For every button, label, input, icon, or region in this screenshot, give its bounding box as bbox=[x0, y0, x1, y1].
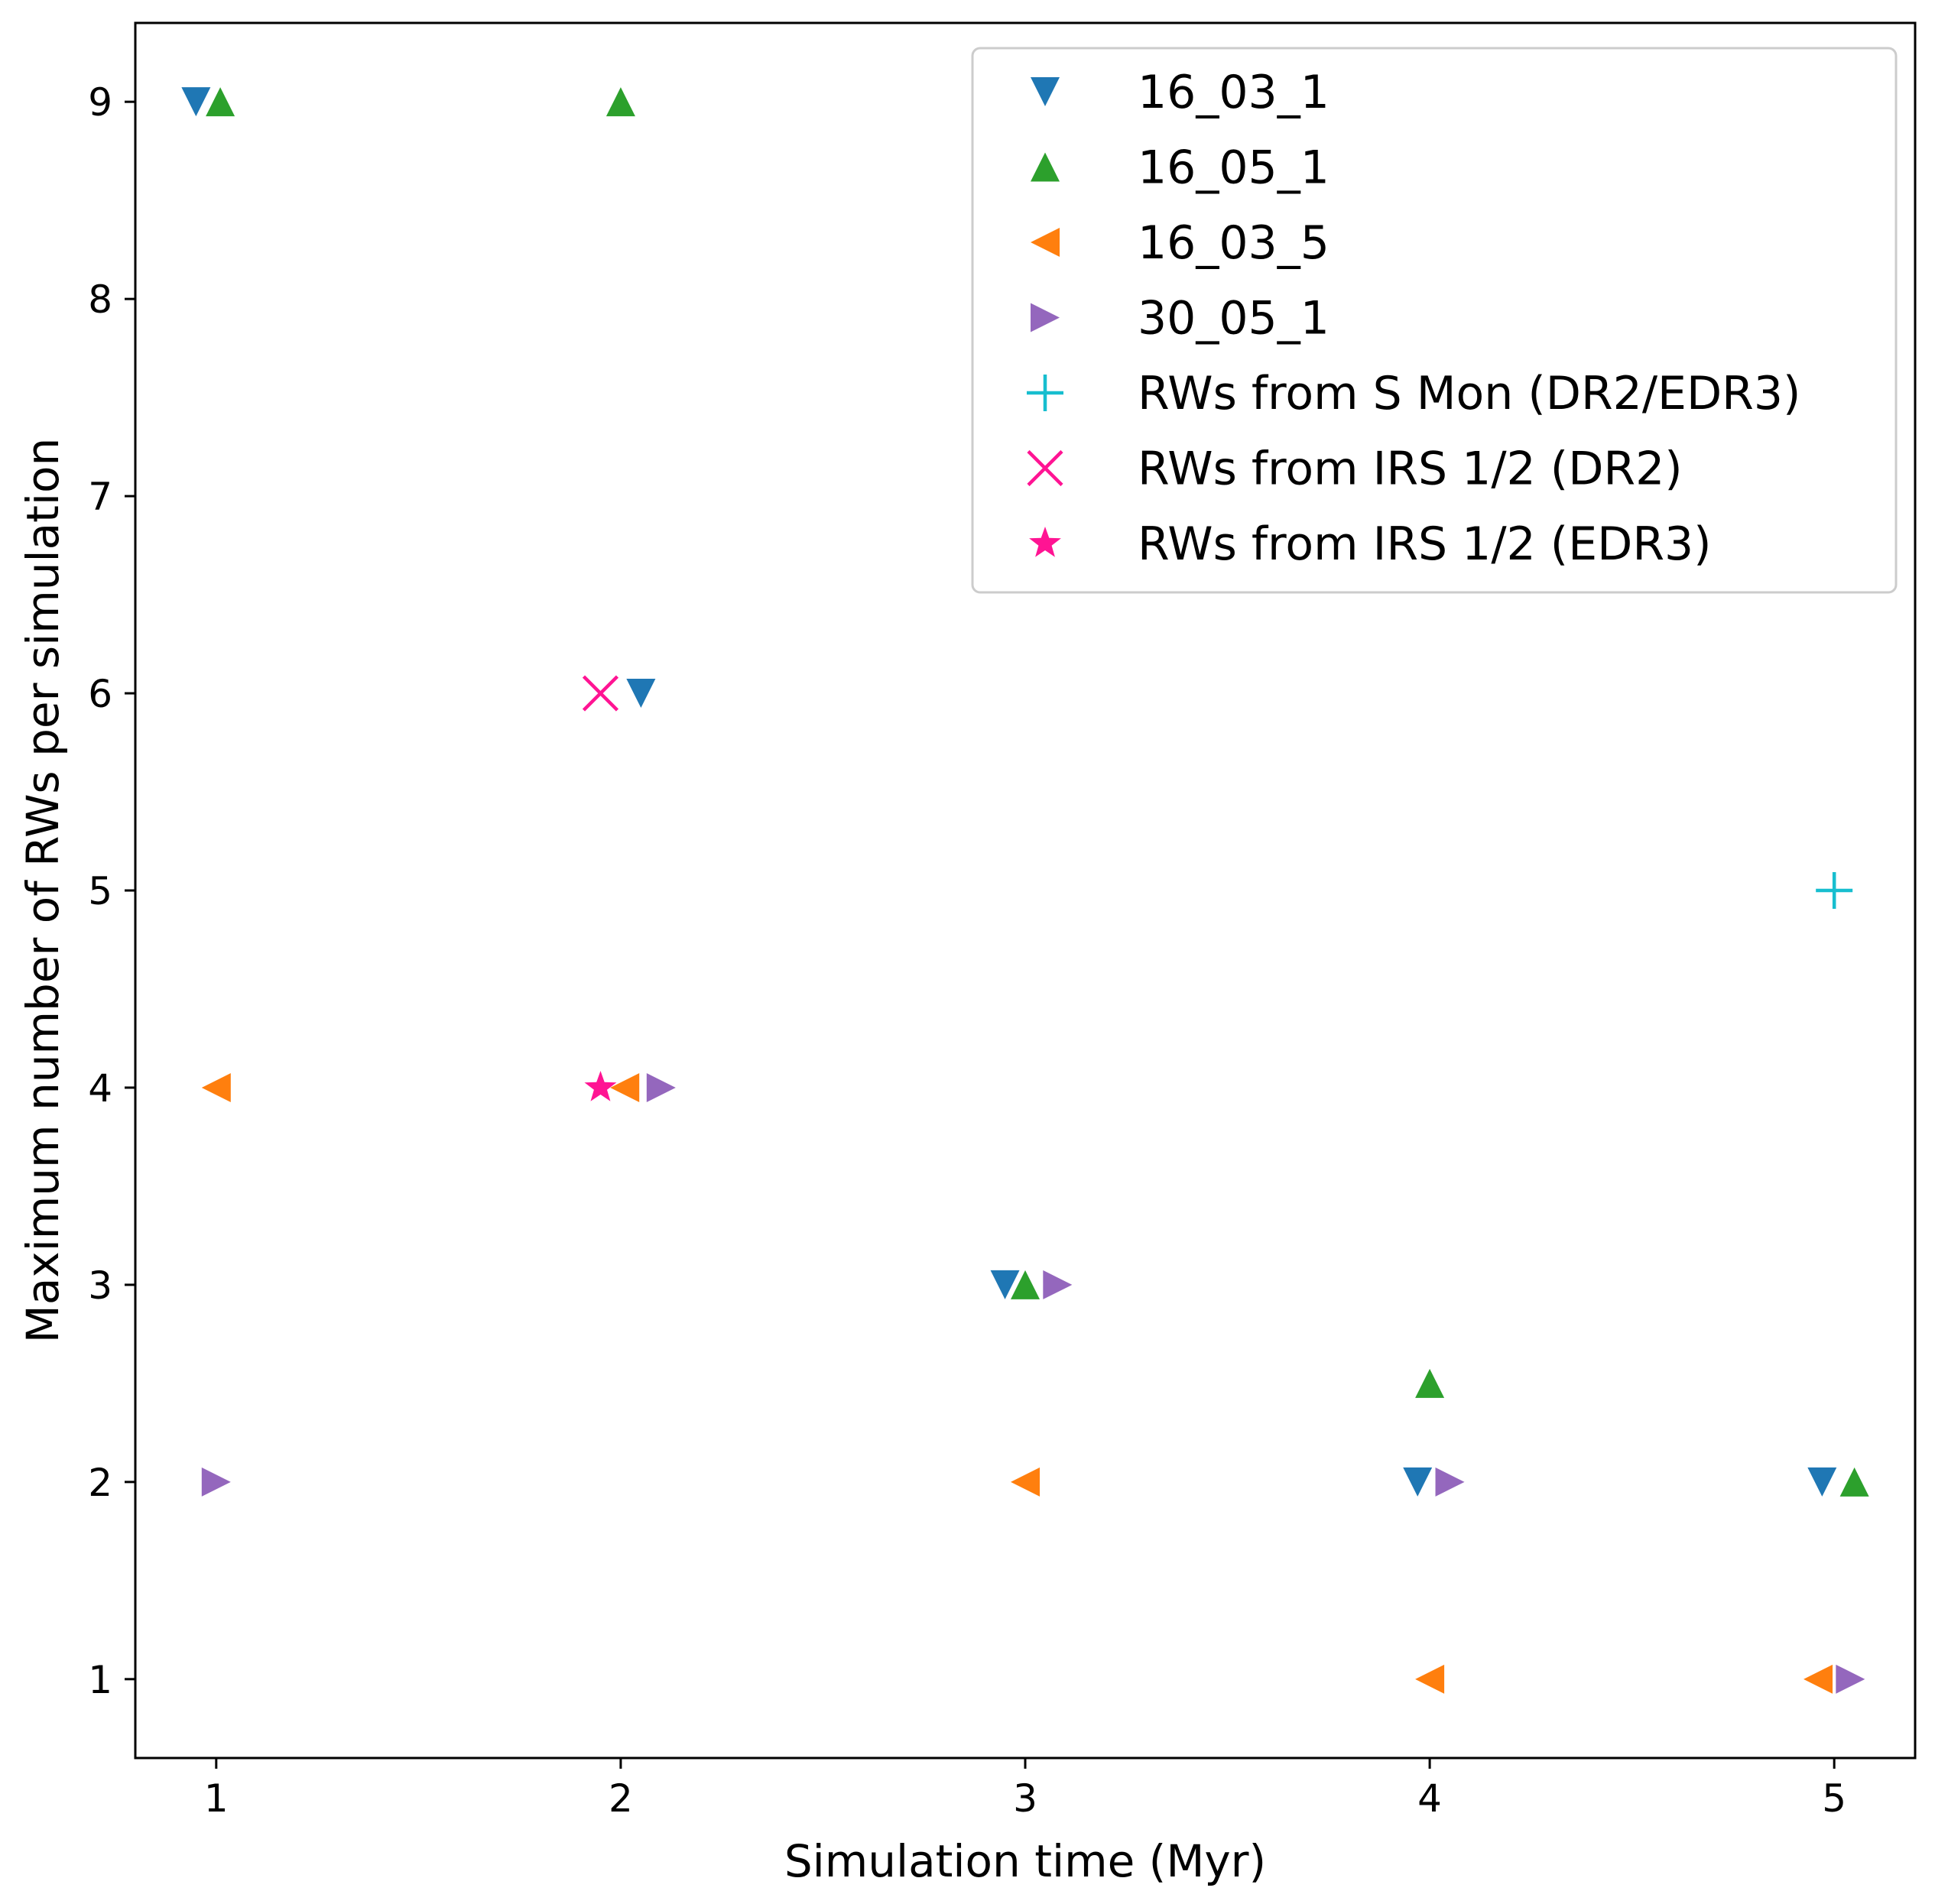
legend-x-marker bbox=[1027, 449, 1063, 487]
data-point-triangle-right-marker bbox=[1836, 1664, 1865, 1694]
data-point-triangle-left-marker bbox=[610, 1072, 640, 1102]
x-tick-label: 2 bbox=[609, 1776, 633, 1821]
data-point-triangle-up-marker bbox=[1415, 1368, 1445, 1398]
x-tick-label: 4 bbox=[1417, 1776, 1442, 1821]
data-point-x-marker bbox=[582, 675, 619, 712]
data-point-triangle-down-marker bbox=[626, 679, 656, 709]
data-point-triangle-left-marker bbox=[1415, 1664, 1445, 1694]
data-point-plus-marker bbox=[1816, 872, 1853, 909]
data-point-triangle-up-marker bbox=[206, 87, 235, 117]
data-point-triangle-right-marker bbox=[646, 1072, 676, 1102]
legend: 16_03_1 16_05_1 16_03_5 30_05_1 RWs from S M… bbox=[971, 47, 1898, 594]
x-tick-label: 3 bbox=[1013, 1776, 1037, 1821]
data-point-triangle-down-marker bbox=[181, 87, 211, 117]
y-tick-label: 6 bbox=[88, 672, 112, 716]
y-tick-label: 3 bbox=[88, 1263, 112, 1308]
plot-frame bbox=[134, 21, 1917, 1760]
legend-plus-marker bbox=[1027, 375, 1063, 411]
legend-star-marker bbox=[1029, 527, 1061, 557]
legend-entry-label: RWs from S Mon (DR2/EDR3) bbox=[1138, 367, 1800, 420]
data-point-triangle-down-marker bbox=[1403, 1467, 1433, 1497]
data-markers bbox=[181, 87, 1869, 1694]
data-point-triangle-left-marker bbox=[1011, 1467, 1040, 1497]
y-tick-label: 5 bbox=[88, 869, 112, 913]
x-axis-label: Simulation time (Myr) bbox=[784, 1835, 1266, 1887]
legend-entry-label: 30_05_1 bbox=[1138, 292, 1330, 345]
y-tick-label: 2 bbox=[88, 1461, 112, 1505]
data-point-triangle-up-marker bbox=[1839, 1467, 1869, 1497]
legend-triangle-right-marker bbox=[1031, 303, 1060, 332]
x-tick-label: 5 bbox=[1822, 1776, 1846, 1821]
legend-entry-label: RWs from IRS 1/2 (EDR3) bbox=[1138, 517, 1712, 571]
data-point-triangle-down-marker bbox=[990, 1270, 1020, 1299]
y-tick-label: 9 bbox=[88, 80, 112, 125]
data-point-triangle-right-marker bbox=[1435, 1467, 1465, 1497]
x-tick-label: 1 bbox=[204, 1776, 229, 1821]
data-point-triangle-left-marker bbox=[1804, 1664, 1833, 1694]
data-point-triangle-right-marker bbox=[201, 1467, 231, 1497]
data-point-star-marker bbox=[584, 1071, 617, 1101]
legend-triangle-down-marker bbox=[1031, 77, 1060, 106]
axis-ticks: 1 2 3 4 5 1 2 3 4 5 6 7 8 9 bbox=[88, 80, 1846, 1821]
data-point-triangle-up-marker bbox=[605, 87, 635, 117]
data-point-triangle-left-marker bbox=[201, 1072, 231, 1102]
legend-entry-label: 16_03_5 bbox=[1138, 216, 1330, 270]
legend-triangle-up-marker bbox=[1031, 152, 1060, 182]
data-point-triangle-right-marker bbox=[1043, 1270, 1073, 1299]
legend-triangle-left-marker bbox=[1031, 228, 1060, 257]
y-tick-label: 8 bbox=[88, 277, 112, 322]
y-tick-label: 7 bbox=[88, 475, 112, 519]
legend-box bbox=[971, 47, 1898, 594]
y-tick-label: 1 bbox=[88, 1658, 112, 1702]
y-axis-label: Maximum number of RWs per simulation bbox=[17, 438, 69, 1343]
data-point-triangle-down-marker bbox=[1807, 1467, 1837, 1497]
y-tick-label: 4 bbox=[88, 1066, 112, 1111]
legend-entry-label: RWs from IRS 1/2 (DR2) bbox=[1138, 443, 1683, 496]
data-point-triangle-up-marker bbox=[1011, 1270, 1040, 1299]
legend-entry-label: 16_03_1 bbox=[1138, 66, 1330, 119]
legend-entry-label: 16_05_1 bbox=[1138, 141, 1330, 195]
